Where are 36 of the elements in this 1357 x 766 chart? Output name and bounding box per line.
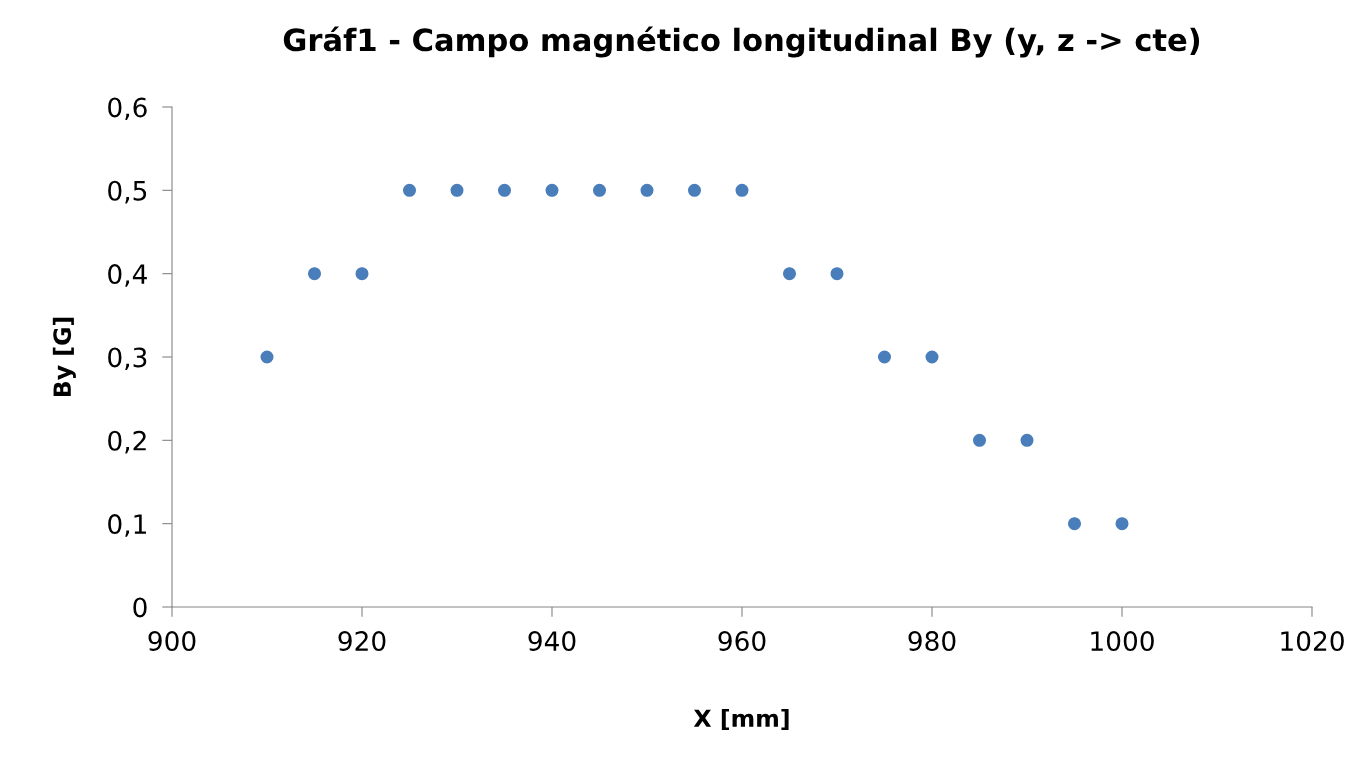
point <box>1020 433 1034 447</box>
point <box>877 350 892 364</box>
y-tick-label: 0,3 <box>108 347 147 371</box>
point <box>592 183 607 197</box>
point <box>260 350 274 364</box>
point <box>735 183 749 197</box>
y-tick-label: 0 <box>133 597 147 618</box>
point <box>972 433 987 447</box>
y-tick-label: 0,2 <box>108 430 146 454</box>
point <box>545 183 559 197</box>
y-tick-label: 0,4 <box>108 264 147 287</box>
point <box>355 267 369 281</box>
y-tick-label: 0,6 <box>108 97 147 121</box>
point <box>1115 517 1129 531</box>
point <box>450 183 464 197</box>
y-tick-label: 0,5 <box>108 180 147 204</box>
point <box>307 267 322 281</box>
point <box>925 350 939 364</box>
x-tick-label: 940 <box>528 631 576 652</box>
x-axis-title: X [mm] <box>693 708 789 730</box>
y-axis-title: By [G] <box>52 317 76 397</box>
point <box>1067 517 1082 531</box>
point <box>830 267 844 281</box>
x-tick-label: 980 <box>908 631 956 652</box>
point <box>782 267 797 281</box>
point <box>402 183 417 197</box>
x-tick-label: 920 <box>338 631 386 652</box>
point <box>640 183 654 197</box>
y-tick-label: 0,1 <box>108 514 146 537</box>
x-tick-label: 900 <box>148 631 196 652</box>
x-tick-label: 960 <box>718 631 766 652</box>
x-tick-label: 1000 <box>1091 631 1154 652</box>
point <box>687 183 702 197</box>
x-tick-label: 1020 <box>1281 631 1344 652</box>
point <box>497 183 512 197</box>
chart-title: Gráf1 - Campo magnético longitudinal By (y, z -> cte) <box>283 26 1200 58</box>
